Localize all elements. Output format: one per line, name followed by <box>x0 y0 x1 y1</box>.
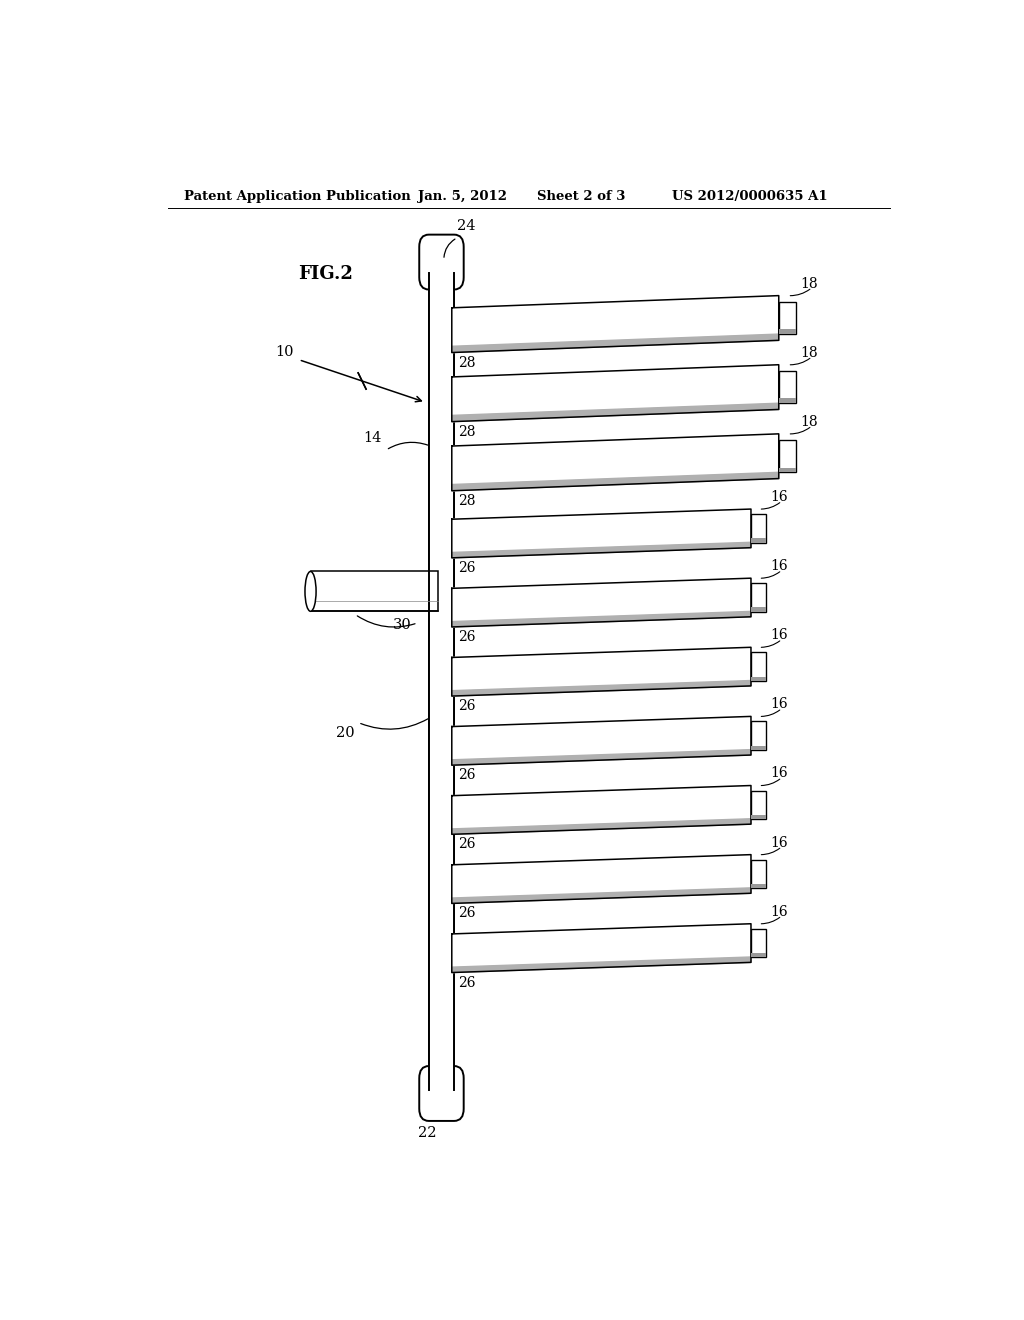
Bar <box>751 953 766 957</box>
Text: Patent Application Publication: Patent Application Publication <box>183 190 411 202</box>
Text: 26: 26 <box>458 630 475 644</box>
Text: 18: 18 <box>800 346 818 359</box>
Polygon shape <box>452 403 778 421</box>
Bar <box>429 269 455 1094</box>
Text: 24: 24 <box>458 219 476 232</box>
Polygon shape <box>452 611 751 627</box>
Bar <box>751 929 766 957</box>
Text: 26: 26 <box>458 907 475 920</box>
Polygon shape <box>452 473 778 491</box>
Bar <box>751 859 766 888</box>
Polygon shape <box>452 785 751 834</box>
Text: Jan. 5, 2012: Jan. 5, 2012 <box>418 190 507 202</box>
Polygon shape <box>452 854 751 903</box>
Text: 16: 16 <box>770 767 787 780</box>
Polygon shape <box>452 888 751 903</box>
Polygon shape <box>452 647 751 696</box>
Bar <box>751 791 766 818</box>
Polygon shape <box>452 296 778 352</box>
Polygon shape <box>452 750 751 766</box>
Text: FIG.2: FIG.2 <box>299 265 353 284</box>
Polygon shape <box>452 578 751 627</box>
Bar <box>751 607 766 611</box>
Bar <box>751 515 766 543</box>
Bar <box>751 652 766 681</box>
Bar <box>429 271 455 1093</box>
Bar <box>778 371 797 404</box>
Bar <box>778 399 797 404</box>
FancyBboxPatch shape <box>419 1067 464 1121</box>
Bar <box>778 302 797 334</box>
Bar <box>751 746 766 750</box>
Text: 26: 26 <box>458 561 475 576</box>
Polygon shape <box>452 364 778 421</box>
Polygon shape <box>452 717 751 766</box>
Text: 30: 30 <box>392 618 412 632</box>
Text: 16: 16 <box>770 628 787 643</box>
Text: Sheet 2 of 3: Sheet 2 of 3 <box>537 190 625 202</box>
Text: 26: 26 <box>458 975 475 990</box>
Bar <box>310 572 437 611</box>
Text: 26: 26 <box>458 768 475 783</box>
FancyBboxPatch shape <box>419 235 464 289</box>
Polygon shape <box>452 924 751 973</box>
Text: 18: 18 <box>800 414 818 429</box>
Polygon shape <box>452 681 751 696</box>
Text: 28: 28 <box>458 355 475 370</box>
Polygon shape <box>452 334 778 352</box>
Text: 26: 26 <box>458 700 475 713</box>
Bar <box>751 722 766 750</box>
Bar <box>751 677 766 681</box>
Polygon shape <box>452 957 751 973</box>
Text: 18: 18 <box>800 276 818 290</box>
Polygon shape <box>452 434 778 491</box>
Polygon shape <box>452 818 751 834</box>
Text: 16: 16 <box>770 560 787 573</box>
Ellipse shape <box>305 572 316 611</box>
Text: US 2012/0000635 A1: US 2012/0000635 A1 <box>672 190 827 202</box>
Text: 28: 28 <box>458 494 475 508</box>
Bar <box>778 330 797 334</box>
Text: 22: 22 <box>418 1126 436 1140</box>
Bar <box>751 814 766 818</box>
Text: 16: 16 <box>770 697 787 711</box>
Text: 16: 16 <box>770 836 787 850</box>
Text: 16: 16 <box>770 490 787 504</box>
Bar <box>778 440 797 473</box>
Text: 20: 20 <box>336 726 354 739</box>
Bar <box>751 539 766 543</box>
Text: 14: 14 <box>364 430 382 445</box>
Polygon shape <box>452 543 751 558</box>
Polygon shape <box>452 510 751 558</box>
Text: 16: 16 <box>770 904 787 919</box>
Bar <box>751 884 766 888</box>
Bar <box>778 467 797 473</box>
Text: 26: 26 <box>458 837 475 851</box>
Text: 28: 28 <box>458 425 475 438</box>
Text: 10: 10 <box>274 345 293 359</box>
Bar <box>751 583 766 611</box>
